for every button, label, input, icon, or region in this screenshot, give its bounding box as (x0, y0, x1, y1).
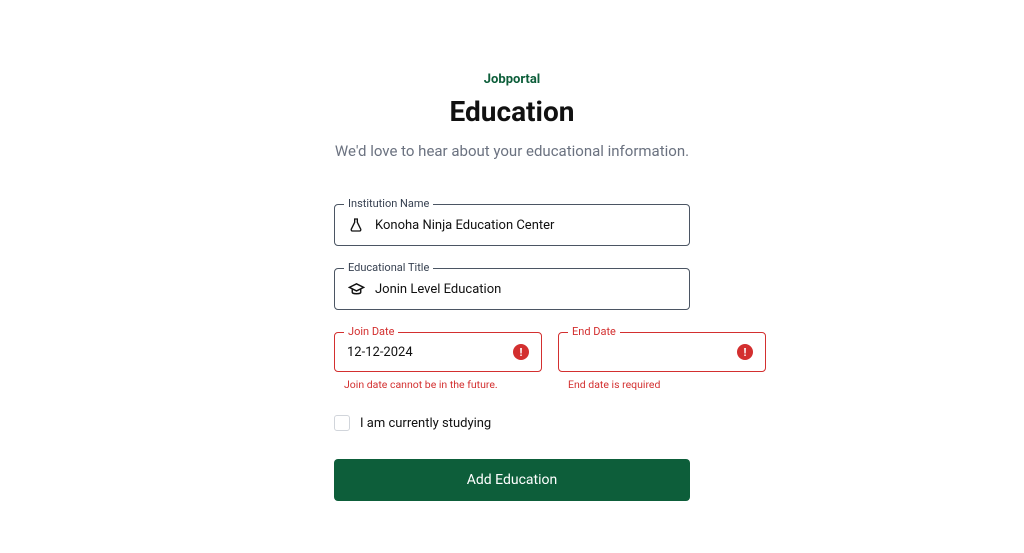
brand-logo: Jobportal (484, 72, 540, 87)
join-date-input[interactable] (347, 345, 513, 360)
join-date-label: Join Date (344, 325, 398, 338)
add-education-button[interactable]: Add Education (334, 459, 690, 501)
edu-title-input[interactable] (375, 282, 677, 297)
error-icon: ! (737, 344, 753, 360)
education-form: Institution Name Educational Title (334, 204, 690, 501)
institution-input[interactable] (375, 218, 677, 233)
edu-title-field[interactable]: Educational Title (334, 268, 690, 310)
currently-studying-checkbox[interactable] (334, 415, 350, 431)
join-date-field[interactable]: Join Date ! (334, 332, 542, 372)
currently-studying-label: I am currently studying (360, 416, 491, 431)
page-title: Education (450, 95, 575, 128)
page-subtitle: We'd love to hear about your educational… (335, 142, 689, 160)
institution-field[interactable]: Institution Name (334, 204, 690, 246)
end-date-error: End date is required (568, 378, 766, 391)
end-date-field[interactable]: End Date ! (558, 332, 766, 372)
currently-studying-row: I am currently studying (334, 415, 690, 431)
end-date-label: End Date (568, 325, 620, 338)
institution-label: Institution Name (344, 197, 433, 210)
end-date-input[interactable] (571, 345, 737, 360)
join-date-error: Join date cannot be in the future. (344, 378, 542, 391)
edu-title-label: Educational Title (344, 261, 433, 274)
error-icon: ! (513, 344, 529, 360)
flask-icon (347, 216, 365, 234)
graduation-cap-icon (347, 280, 365, 298)
